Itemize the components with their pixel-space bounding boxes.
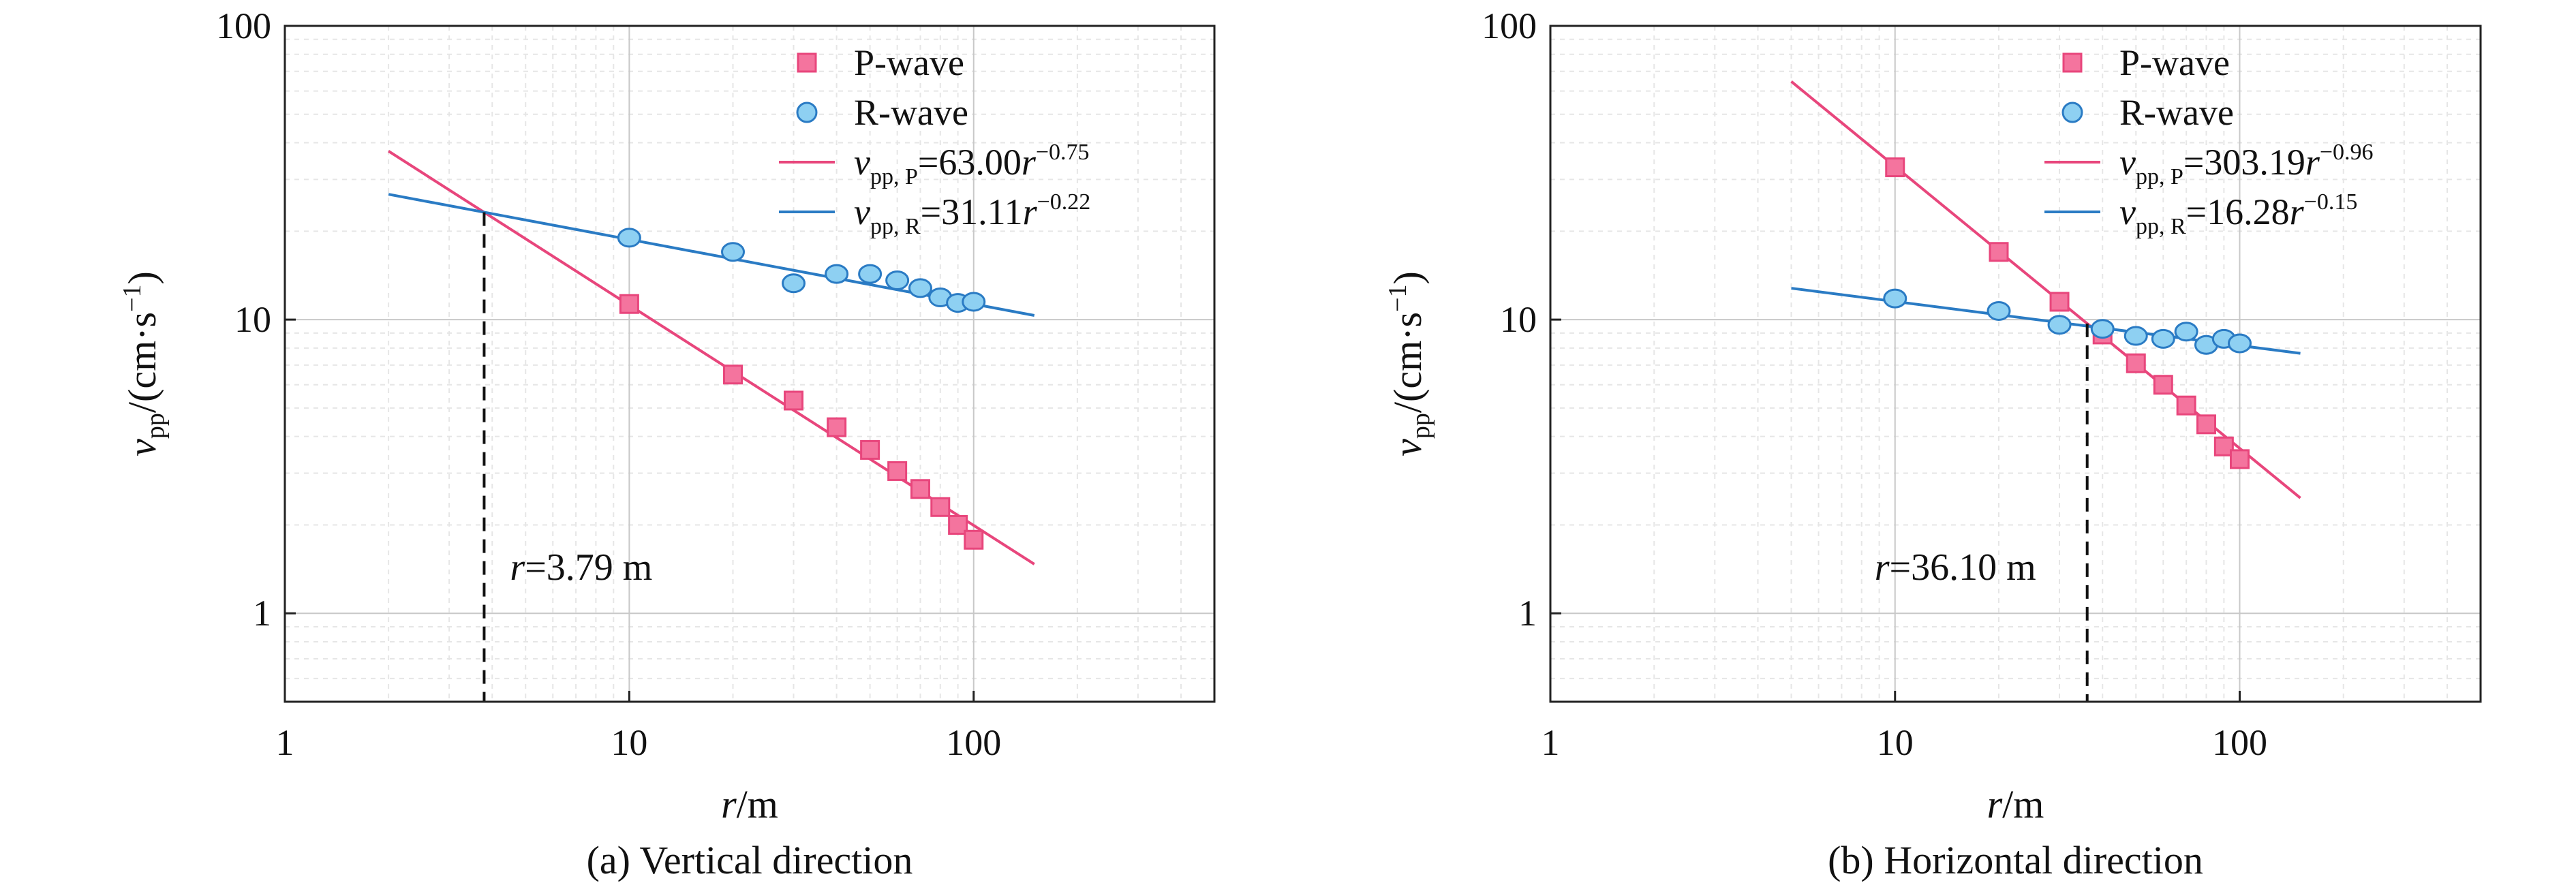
x-tick-label: 1 — [1542, 722, 1560, 763]
data-point-r-wave — [721, 242, 746, 262]
legend-label-r-wave: R-wave — [2119, 92, 2234, 133]
legend: P-wave R-wave vpp, P=303.19r−0.96 vpp, R… — [2044, 42, 2374, 239]
panel-vertical-direction: r=3.79 m 1 10 100 1 10 100 P-wave R-wave vpp,… — [118, 5, 1216, 882]
legend: P-wave R-wave vpp, P=63.00r−0.75 vpp, R=… — [779, 42, 1090, 239]
major-grid — [1550, 25, 2481, 702]
data-point-p-wave — [723, 364, 743, 385]
data-point-p-wave — [948, 514, 968, 535]
panel-caption: (a) Vertical direction — [587, 838, 913, 882]
data-point-p-wave — [2196, 414, 2216, 435]
y-tick-label: 1 — [253, 593, 271, 634]
x-tick-label: 100 — [946, 722, 1001, 763]
data-point-r-wave — [858, 264, 883, 284]
intersection-label: r=3.79 m — [510, 546, 652, 589]
legend-label-fit-r: vpp, R=16.28r−0.15 — [2119, 189, 2357, 239]
axis-ticks — [1549, 25, 2241, 702]
legend-item-fit-p: vpp, P=303.19r−0.96 — [2044, 140, 2374, 189]
data-point-p-wave — [1989, 242, 2009, 262]
x-axis-label: r/m — [721, 782, 778, 826]
tick-labels: 1 10 100 1 10 100 — [1482, 5, 2267, 763]
legend-item-r-wave: R-wave — [796, 92, 968, 133]
legend-square-marker — [797, 52, 817, 73]
legend-square-marker — [2062, 52, 2083, 73]
intersection-label: r=36.10 m — [1875, 546, 2036, 589]
data-point-r-wave — [617, 228, 641, 248]
legend-item-r-wave: R-wave — [2061, 92, 2234, 133]
panel-horizontal-direction: r=36.10 m 1 10 100 1 10 100 P-wave R-wave vpp… — [1383, 5, 2482, 882]
y-tick-label: 1 — [1518, 593, 1537, 634]
data-point-p-wave — [784, 390, 804, 411]
data-point-p-wave — [910, 479, 930, 499]
y-tick-label: 10 — [1500, 299, 1537, 340]
data-point-r-wave — [962, 292, 986, 312]
data-point-p-wave — [887, 461, 908, 481]
major-grid — [284, 25, 1214, 702]
data-point-r-wave — [2174, 322, 2198, 342]
data-point-p-wave — [2229, 449, 2250, 469]
plot-frame — [1549, 25, 2482, 703]
axis-ticks — [283, 25, 975, 702]
data-point-p-wave — [860, 439, 880, 460]
x-tick-label: 10 — [611, 722, 647, 763]
data-point-p-wave — [2126, 353, 2146, 373]
data-point-p-wave — [930, 497, 951, 517]
minor-grid — [1550, 26, 2481, 702]
y-axis-label: vpp/(cm·s−1) — [1383, 271, 1435, 456]
plot-frame — [283, 25, 1216, 703]
data-point-r-wave — [1883, 288, 1907, 309]
data-point-r-wave — [2090, 319, 2115, 339]
data-point-r-wave — [2047, 315, 2072, 335]
data-point-p-wave — [964, 529, 984, 550]
x-tick-label: 10 — [1877, 722, 1914, 763]
y-tick-label: 10 — [234, 299, 271, 340]
data-point-p-wave — [2049, 292, 2070, 312]
intersection-marker: r=36.10 m — [1875, 323, 2089, 702]
data-point-p-wave — [619, 294, 639, 314]
legend-item-fit-r: vpp, R=16.28r−0.15 — [2044, 189, 2357, 239]
legend-label-fit-p: vpp, P=63.00r−0.75 — [854, 140, 1090, 189]
legend-label-p-wave: P-wave — [2119, 42, 2230, 83]
data-point-r-wave — [825, 264, 849, 284]
legend-label-r-wave: R-wave — [854, 92, 968, 133]
x-tick-label: 100 — [2212, 722, 2267, 763]
legend-item-p-wave: P-wave — [2062, 42, 2230, 83]
legend-item-p-wave: P-wave — [797, 42, 964, 83]
legend-label-p-wave: P-wave — [854, 42, 964, 83]
data-point-p-wave — [1885, 157, 1905, 178]
intersection-marker: r=3.79 m — [482, 212, 652, 702]
data-point-r-wave — [908, 278, 932, 298]
data-point-r-wave — [2151, 328, 2175, 349]
data-point-r-wave — [885, 270, 910, 291]
legend-label-fit-p: vpp, P=303.19r−0.96 — [2119, 140, 2374, 189]
data-point-r-wave — [782, 273, 806, 294]
legend-item-fit-p: vpp, P=63.00r−0.75 — [779, 140, 1090, 189]
legend-circle-marker — [796, 102, 818, 123]
legend-label-fit-r: vpp, R=31.11r−0.22 — [854, 189, 1090, 239]
y-axis-label: vpp/(cm·s−1) — [118, 271, 170, 456]
legend-item-fit-r: vpp, R=31.11r−0.22 — [779, 189, 1090, 239]
y-tick-label: 100 — [216, 5, 271, 46]
data-point-p-wave — [2153, 375, 2173, 395]
y-tick-label: 100 — [1482, 5, 1537, 46]
x-axis-label: r/m — [1987, 782, 2044, 826]
data-point-p-wave — [827, 417, 847, 437]
data-points — [617, 228, 986, 550]
data-points — [1883, 157, 2252, 469]
data-point-r-wave — [2227, 333, 2252, 354]
panel-caption: (b) Horizontal direction — [1828, 838, 2203, 882]
legend-circle-marker — [2061, 102, 2083, 123]
data-point-r-wave — [1987, 300, 2011, 321]
tick-labels: 1 10 100 1 10 100 — [216, 5, 1001, 763]
x-tick-label: 1 — [276, 722, 294, 763]
data-point-r-wave — [2123, 326, 2148, 346]
minor-grid — [285, 26, 1215, 702]
data-point-p-wave — [2176, 395, 2196, 416]
